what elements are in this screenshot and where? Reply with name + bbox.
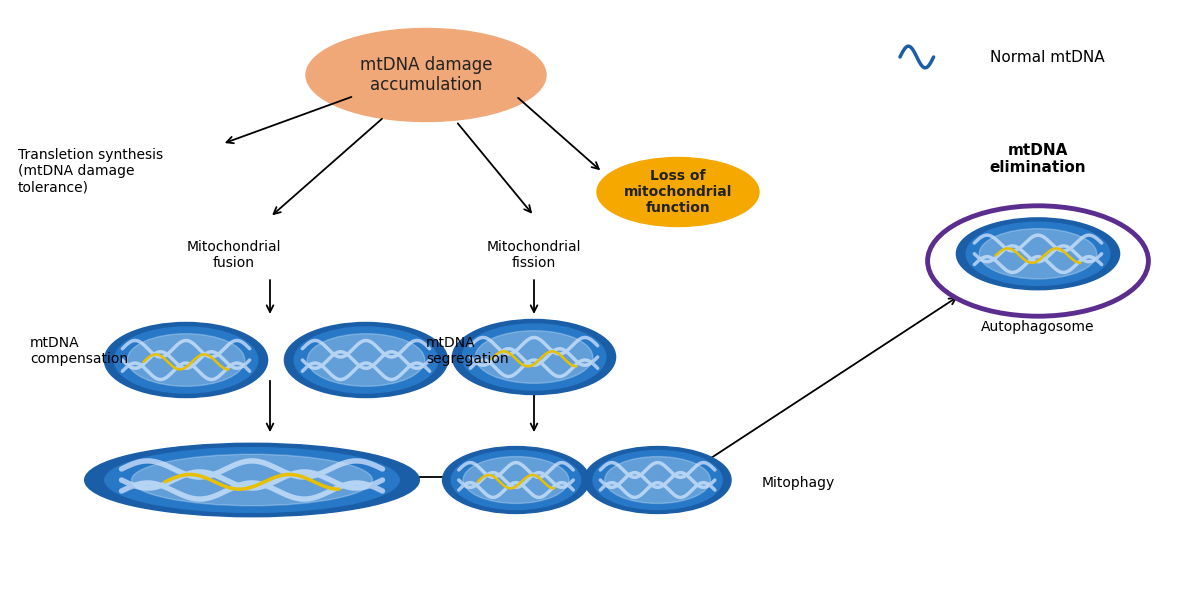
Ellipse shape [451,451,581,509]
Ellipse shape [127,334,245,386]
Ellipse shape [85,443,419,517]
Text: mtDNA damage
accumulation: mtDNA damage accumulation [360,56,492,94]
Ellipse shape [307,334,425,386]
Ellipse shape [462,324,606,390]
Ellipse shape [294,327,438,393]
Ellipse shape [956,218,1120,290]
Text: mtDNA
segregation: mtDNA segregation [426,336,509,366]
Ellipse shape [475,331,593,383]
Ellipse shape [605,457,710,503]
Ellipse shape [306,28,546,121]
Text: Normal mtDNA: Normal mtDNA [990,49,1105,64]
Text: Autophagosome: Autophagosome [982,320,1094,334]
Ellipse shape [593,451,722,509]
Text: mtDNA
elimination: mtDNA elimination [990,143,1086,175]
Ellipse shape [979,229,1097,279]
Text: mtDNA
compensation: mtDNA compensation [30,336,128,366]
Ellipse shape [443,446,589,514]
Ellipse shape [132,454,372,506]
Ellipse shape [104,448,400,512]
Ellipse shape [452,319,616,395]
Text: Loss of
mitochondrial
function: Loss of mitochondrial function [624,169,732,215]
Ellipse shape [584,446,731,514]
Text: Mitochondrial
fusion: Mitochondrial fusion [187,240,281,270]
Ellipse shape [284,322,448,398]
Ellipse shape [596,157,758,226]
Ellipse shape [463,457,569,503]
Ellipse shape [104,322,268,398]
Ellipse shape [966,222,1110,286]
Text: Transletion synthesis
(mtDNA damage
tolerance): Transletion synthesis (mtDNA damage tole… [18,148,163,194]
Text: Mitochondrial
fission: Mitochondrial fission [487,240,581,270]
Text: Mitophagy: Mitophagy [762,476,835,490]
Ellipse shape [114,327,258,393]
